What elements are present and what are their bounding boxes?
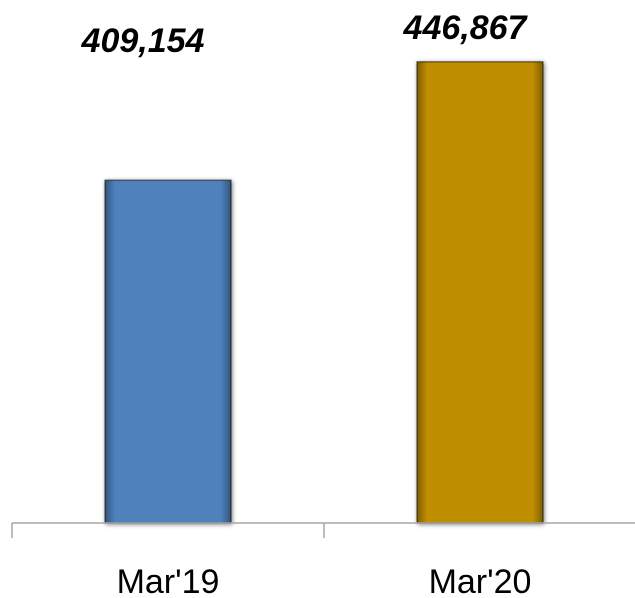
x-tick-label: Mar'19 [117, 563, 220, 598]
bar-shading [105, 180, 231, 523]
data-label: 446,867 [403, 9, 529, 47]
bar-shading [417, 61, 543, 524]
x-axis-ticks [11, 523, 325, 538]
bars-layer [104, 61, 544, 524]
x-axis-tick-labels: Mar'19 Mar'20 [117, 563, 532, 598]
x-tick-label: Mar'20 [429, 563, 532, 598]
value-labels-layer: 409,154 446,867 [81, 9, 529, 60]
data-label: 409,154 [81, 22, 205, 60]
